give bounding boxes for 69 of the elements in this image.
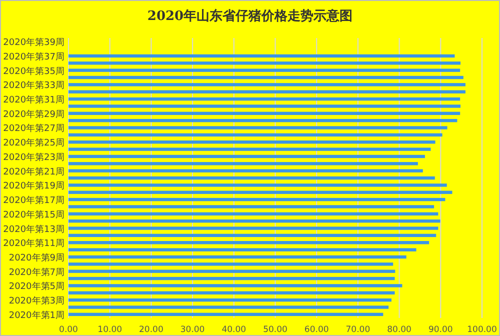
y-tick-label: 2020年第17周 <box>3 195 64 206</box>
x-tick-label: 80.00 <box>387 325 412 335</box>
bar <box>68 219 440 223</box>
y-tick-label: 2020年第23周 <box>3 152 64 163</box>
x-tick-label: 50.00 <box>263 325 288 335</box>
bar <box>68 133 442 137</box>
y-tick-label: 2020年第9周 <box>8 252 64 264</box>
bar <box>68 270 396 273</box>
x-tick-label: 0.00 <box>59 325 78 335</box>
bar <box>68 83 466 86</box>
y-tick-label: 2020年第7周 <box>8 266 64 278</box>
x-tick-label: 10.00 <box>98 325 122 335</box>
y-tick-label: 2020年第39周 <box>3 37 64 48</box>
y-tick-label: 2020年第33周 <box>3 80 64 92</box>
bar <box>68 112 460 115</box>
bar <box>68 68 460 72</box>
y-tick-label: 2020年第13周 <box>3 224 64 235</box>
bar <box>68 90 466 94</box>
bar <box>68 291 395 294</box>
bar <box>68 255 406 259</box>
bar <box>68 140 436 144</box>
bar <box>68 76 464 80</box>
bar <box>68 298 392 302</box>
y-tick-label: 2020年第15周 <box>3 209 64 220</box>
bar <box>68 169 423 172</box>
bar <box>68 284 402 288</box>
y-tick-label: 2020年第19周 <box>3 180 64 192</box>
bar <box>68 248 416 252</box>
bar <box>68 262 394 266</box>
bar <box>68 226 438 230</box>
chart-title: 2020年山东省仔猪价格走势示意图 <box>147 8 353 24</box>
bar <box>68 176 435 180</box>
x-tick-label: 40.00 <box>222 325 246 335</box>
bar <box>68 312 384 316</box>
y-tick-label: 2020年第31周 <box>3 94 64 106</box>
bar <box>68 126 448 130</box>
bar <box>68 148 431 151</box>
x-tick-label: 70.00 <box>346 325 370 335</box>
bar <box>68 154 425 158</box>
x-tick-label: 100.00 <box>467 325 497 335</box>
y-tick-label: 2020年第21周 <box>3 166 64 178</box>
bar <box>68 205 434 208</box>
y-tick-label: 2020年第3周 <box>8 296 64 307</box>
bar <box>68 234 436 238</box>
bar <box>68 104 460 108</box>
y-tick-label: 2020年第37周 <box>3 51 64 62</box>
y-tick-label: 2020年第1周 <box>8 310 64 321</box>
bar <box>68 118 458 122</box>
y-tick-label: 2020年第11周 <box>3 238 64 250</box>
bar <box>68 97 460 101</box>
bar <box>68 184 447 187</box>
y-tick-label: 2020年第29周 <box>3 108 64 120</box>
bar <box>68 306 389 309</box>
x-tick-label: 20.00 <box>139 325 164 335</box>
x-tick-label: 60.00 <box>304 325 329 335</box>
y-tick-label: 2020年第5周 <box>8 281 64 292</box>
bar <box>68 212 438 216</box>
y-tick-label: 2020年第25周 <box>3 138 64 149</box>
bar <box>68 54 455 58</box>
bar <box>68 162 418 166</box>
bar <box>68 198 446 202</box>
bar <box>68 241 430 244</box>
y-tick-label: 2020年第27周 <box>3 123 64 134</box>
bar <box>68 62 460 65</box>
bar <box>68 276 395 280</box>
x-tick-label: 30.00 <box>180 325 205 335</box>
y-tick-label: 2020年第35周 <box>3 66 64 77</box>
x-tick-label: 90.00 <box>428 325 453 335</box>
bar <box>68 190 452 194</box>
